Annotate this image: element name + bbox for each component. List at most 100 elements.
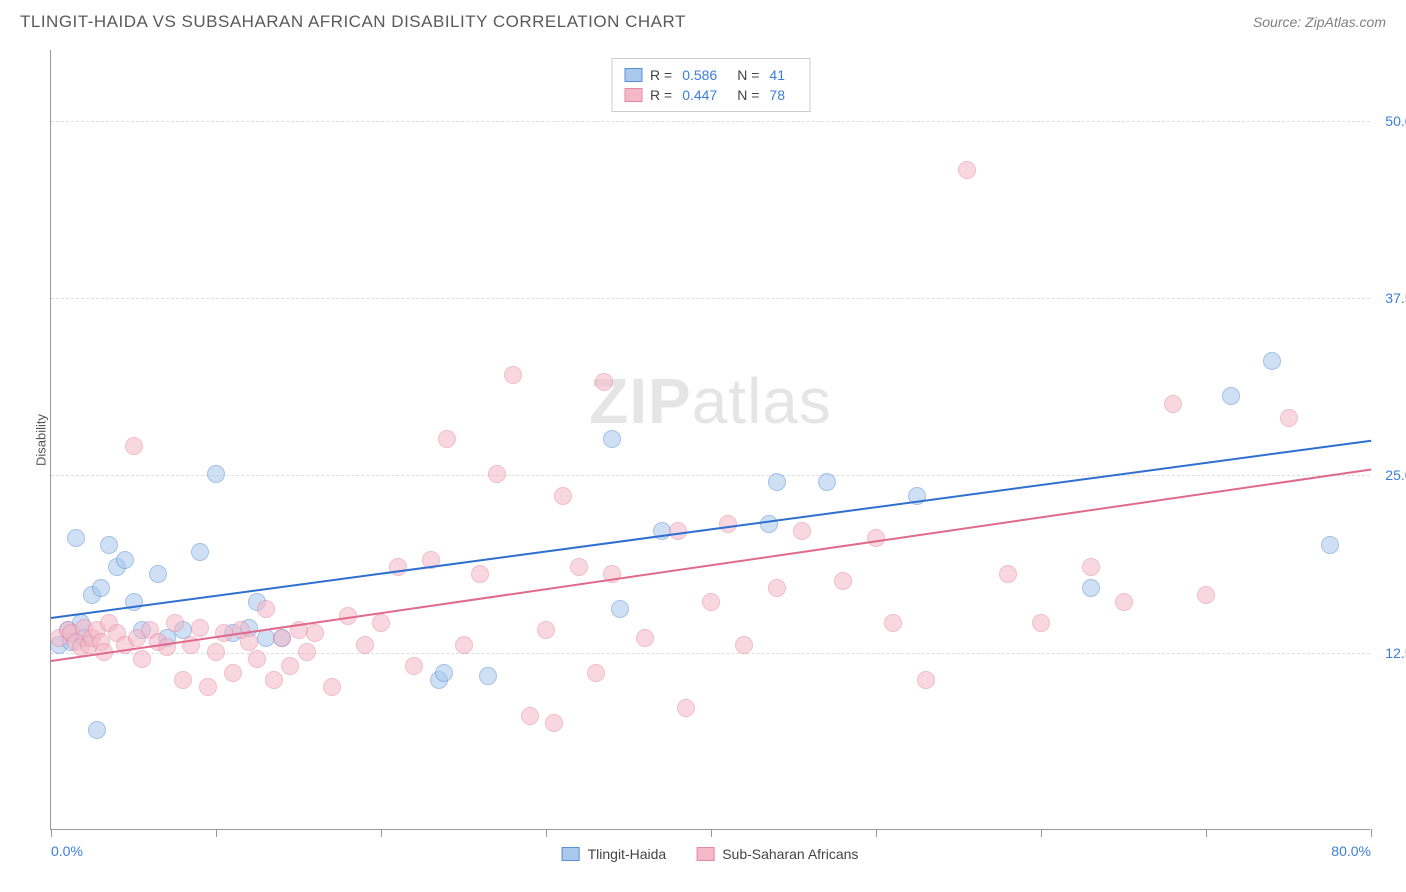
data-point: [479, 667, 497, 685]
data-point: [1222, 387, 1240, 405]
chart-title: TLINGIT-HAIDA VS SUBSAHARAN AFRICAN DISA…: [20, 12, 686, 32]
data-point: [191, 619, 209, 637]
data-point: [636, 629, 654, 647]
data-point: [545, 714, 563, 732]
x-tick: [1041, 829, 1042, 837]
data-point: [88, 721, 106, 739]
y-tick-label: 50.0%: [1385, 113, 1406, 129]
data-point: [67, 529, 85, 547]
data-point: [768, 579, 786, 597]
data-point: [1321, 536, 1339, 554]
plot-area: ZIPatlas R =0.586N =41R =0.447N =78 12.5…: [50, 50, 1370, 830]
legend-r-value: 0.586: [682, 67, 717, 83]
data-point: [917, 671, 935, 689]
data-point: [455, 636, 473, 654]
watermark: ZIPatlas: [589, 364, 832, 438]
data-point: [199, 678, 217, 696]
data-point: [768, 473, 786, 491]
legend-correlation: R = 0.586 N = 41 R = 0.447 N = 78: [611, 58, 810, 112]
legend-swatch: [696, 847, 714, 861]
data-point: [1082, 558, 1100, 576]
legend-r-label: R =: [650, 67, 672, 83]
data-point: [265, 671, 283, 689]
data-point: [884, 614, 902, 632]
data-point: [570, 558, 588, 576]
data-point: [207, 643, 225, 661]
gridline: [51, 121, 1370, 122]
data-point: [116, 551, 134, 569]
gridline: [51, 298, 1370, 299]
data-point: [677, 699, 695, 717]
data-point: [587, 664, 605, 682]
data-point: [207, 465, 225, 483]
data-point: [504, 366, 522, 384]
data-point: [240, 633, 258, 651]
data-point: [438, 430, 456, 448]
data-point: [372, 614, 390, 632]
data-point: [323, 678, 341, 696]
data-point: [306, 624, 324, 642]
data-point: [191, 543, 209, 561]
data-point: [281, 657, 299, 675]
gridline: [51, 475, 1370, 476]
data-point: [158, 638, 176, 656]
data-point: [1164, 395, 1182, 413]
legend-row: R = 0.447 N = 78: [624, 85, 797, 105]
y-tick-label: 25.0%: [1385, 467, 1406, 483]
data-point: [834, 572, 852, 590]
data-point: [133, 650, 151, 668]
legend-n-label: N =: [737, 87, 759, 103]
data-point: [1280, 409, 1298, 427]
data-point: [999, 565, 1017, 583]
y-axis-label: Disability: [34, 414, 49, 466]
x-tick: [1206, 829, 1207, 837]
data-point: [735, 636, 753, 654]
data-point: [958, 161, 976, 179]
data-point: [1197, 586, 1215, 604]
data-point: [1263, 352, 1281, 370]
data-point: [257, 600, 275, 618]
y-tick-label: 37.5%: [1385, 290, 1406, 306]
data-point: [435, 664, 453, 682]
data-point: [760, 515, 778, 533]
data-point: [611, 600, 629, 618]
legend-swatch: [624, 68, 642, 82]
legend-swatch: [624, 88, 642, 102]
data-point: [405, 657, 423, 675]
legend-n-value: 78: [769, 87, 785, 103]
data-point: [471, 565, 489, 583]
data-point: [595, 373, 613, 391]
data-point: [356, 636, 374, 654]
data-point: [1032, 614, 1050, 632]
data-point: [702, 593, 720, 611]
data-point: [818, 473, 836, 491]
legend-label: Sub-Saharan Africans: [722, 846, 858, 862]
data-point: [793, 522, 811, 540]
data-point: [521, 707, 539, 725]
data-point: [224, 664, 242, 682]
legend-r-value: 0.447: [682, 87, 717, 103]
legend-label: Tlingit-Haida: [588, 846, 667, 862]
legend-n-value: 41: [769, 67, 785, 83]
x-tick-label: 0.0%: [51, 843, 83, 859]
data-point: [166, 614, 184, 632]
data-point: [125, 437, 143, 455]
x-tick: [711, 829, 712, 837]
chart-source: Source: ZipAtlas.com: [1253, 14, 1386, 30]
data-point: [554, 487, 572, 505]
x-tick: [216, 829, 217, 837]
chart-container: Disability ZIPatlas R =0.586N =41R =0.44…: [50, 50, 1370, 830]
x-tick: [876, 829, 877, 837]
legend-item: Tlingit-Haida: [562, 846, 667, 862]
legend-r-label: R =: [650, 87, 672, 103]
legend-item: Sub-Saharan Africans: [696, 846, 858, 862]
legend-series: Tlingit-Haida Sub-Saharan Africans: [562, 846, 859, 862]
data-point: [298, 643, 316, 661]
y-tick-label: 12.5%: [1385, 645, 1406, 661]
data-point: [488, 465, 506, 483]
data-point: [174, 671, 192, 689]
data-point: [149, 565, 167, 583]
data-point: [537, 621, 555, 639]
trend-line: [51, 468, 1371, 661]
data-point: [248, 650, 266, 668]
